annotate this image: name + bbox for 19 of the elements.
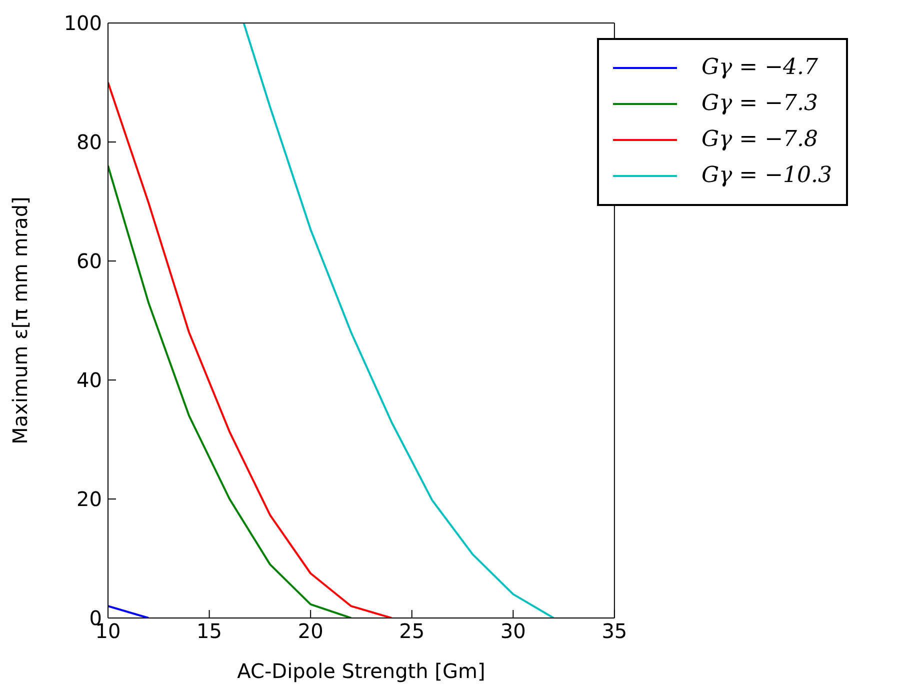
x-tick-label: 35 <box>602 619 628 644</box>
x-tick-label: 30 <box>500 619 526 644</box>
line-series <box>242 23 555 618</box>
y-tick-label: 60 <box>76 249 102 274</box>
legend-label: Gγ = −10.3 <box>701 162 832 190</box>
x-axis-title: AC-Dipole Strength [Gm] <box>237 659 486 683</box>
y-tick-label: 100 <box>64 11 102 36</box>
y-tick-label: 40 <box>76 368 102 392</box>
legend-label: Gγ = −7.8 <box>701 126 818 154</box>
y-tick-label: 80 <box>76 130 102 154</box>
x-tick-label: 20 <box>298 619 324 644</box>
x-tick-label: 25 <box>399 619 425 644</box>
y-axis-title: Maximum ε[π mm mrad] <box>8 196 32 444</box>
line-series <box>108 164 352 618</box>
legend-label: Gγ = −7.3 <box>701 90 818 118</box>
line-series <box>108 82 393 618</box>
x-tick-label: 15 <box>196 619 222 644</box>
legend-label: Gγ = −4.7 <box>701 54 818 82</box>
y-tick-label: 20 <box>76 487 102 512</box>
